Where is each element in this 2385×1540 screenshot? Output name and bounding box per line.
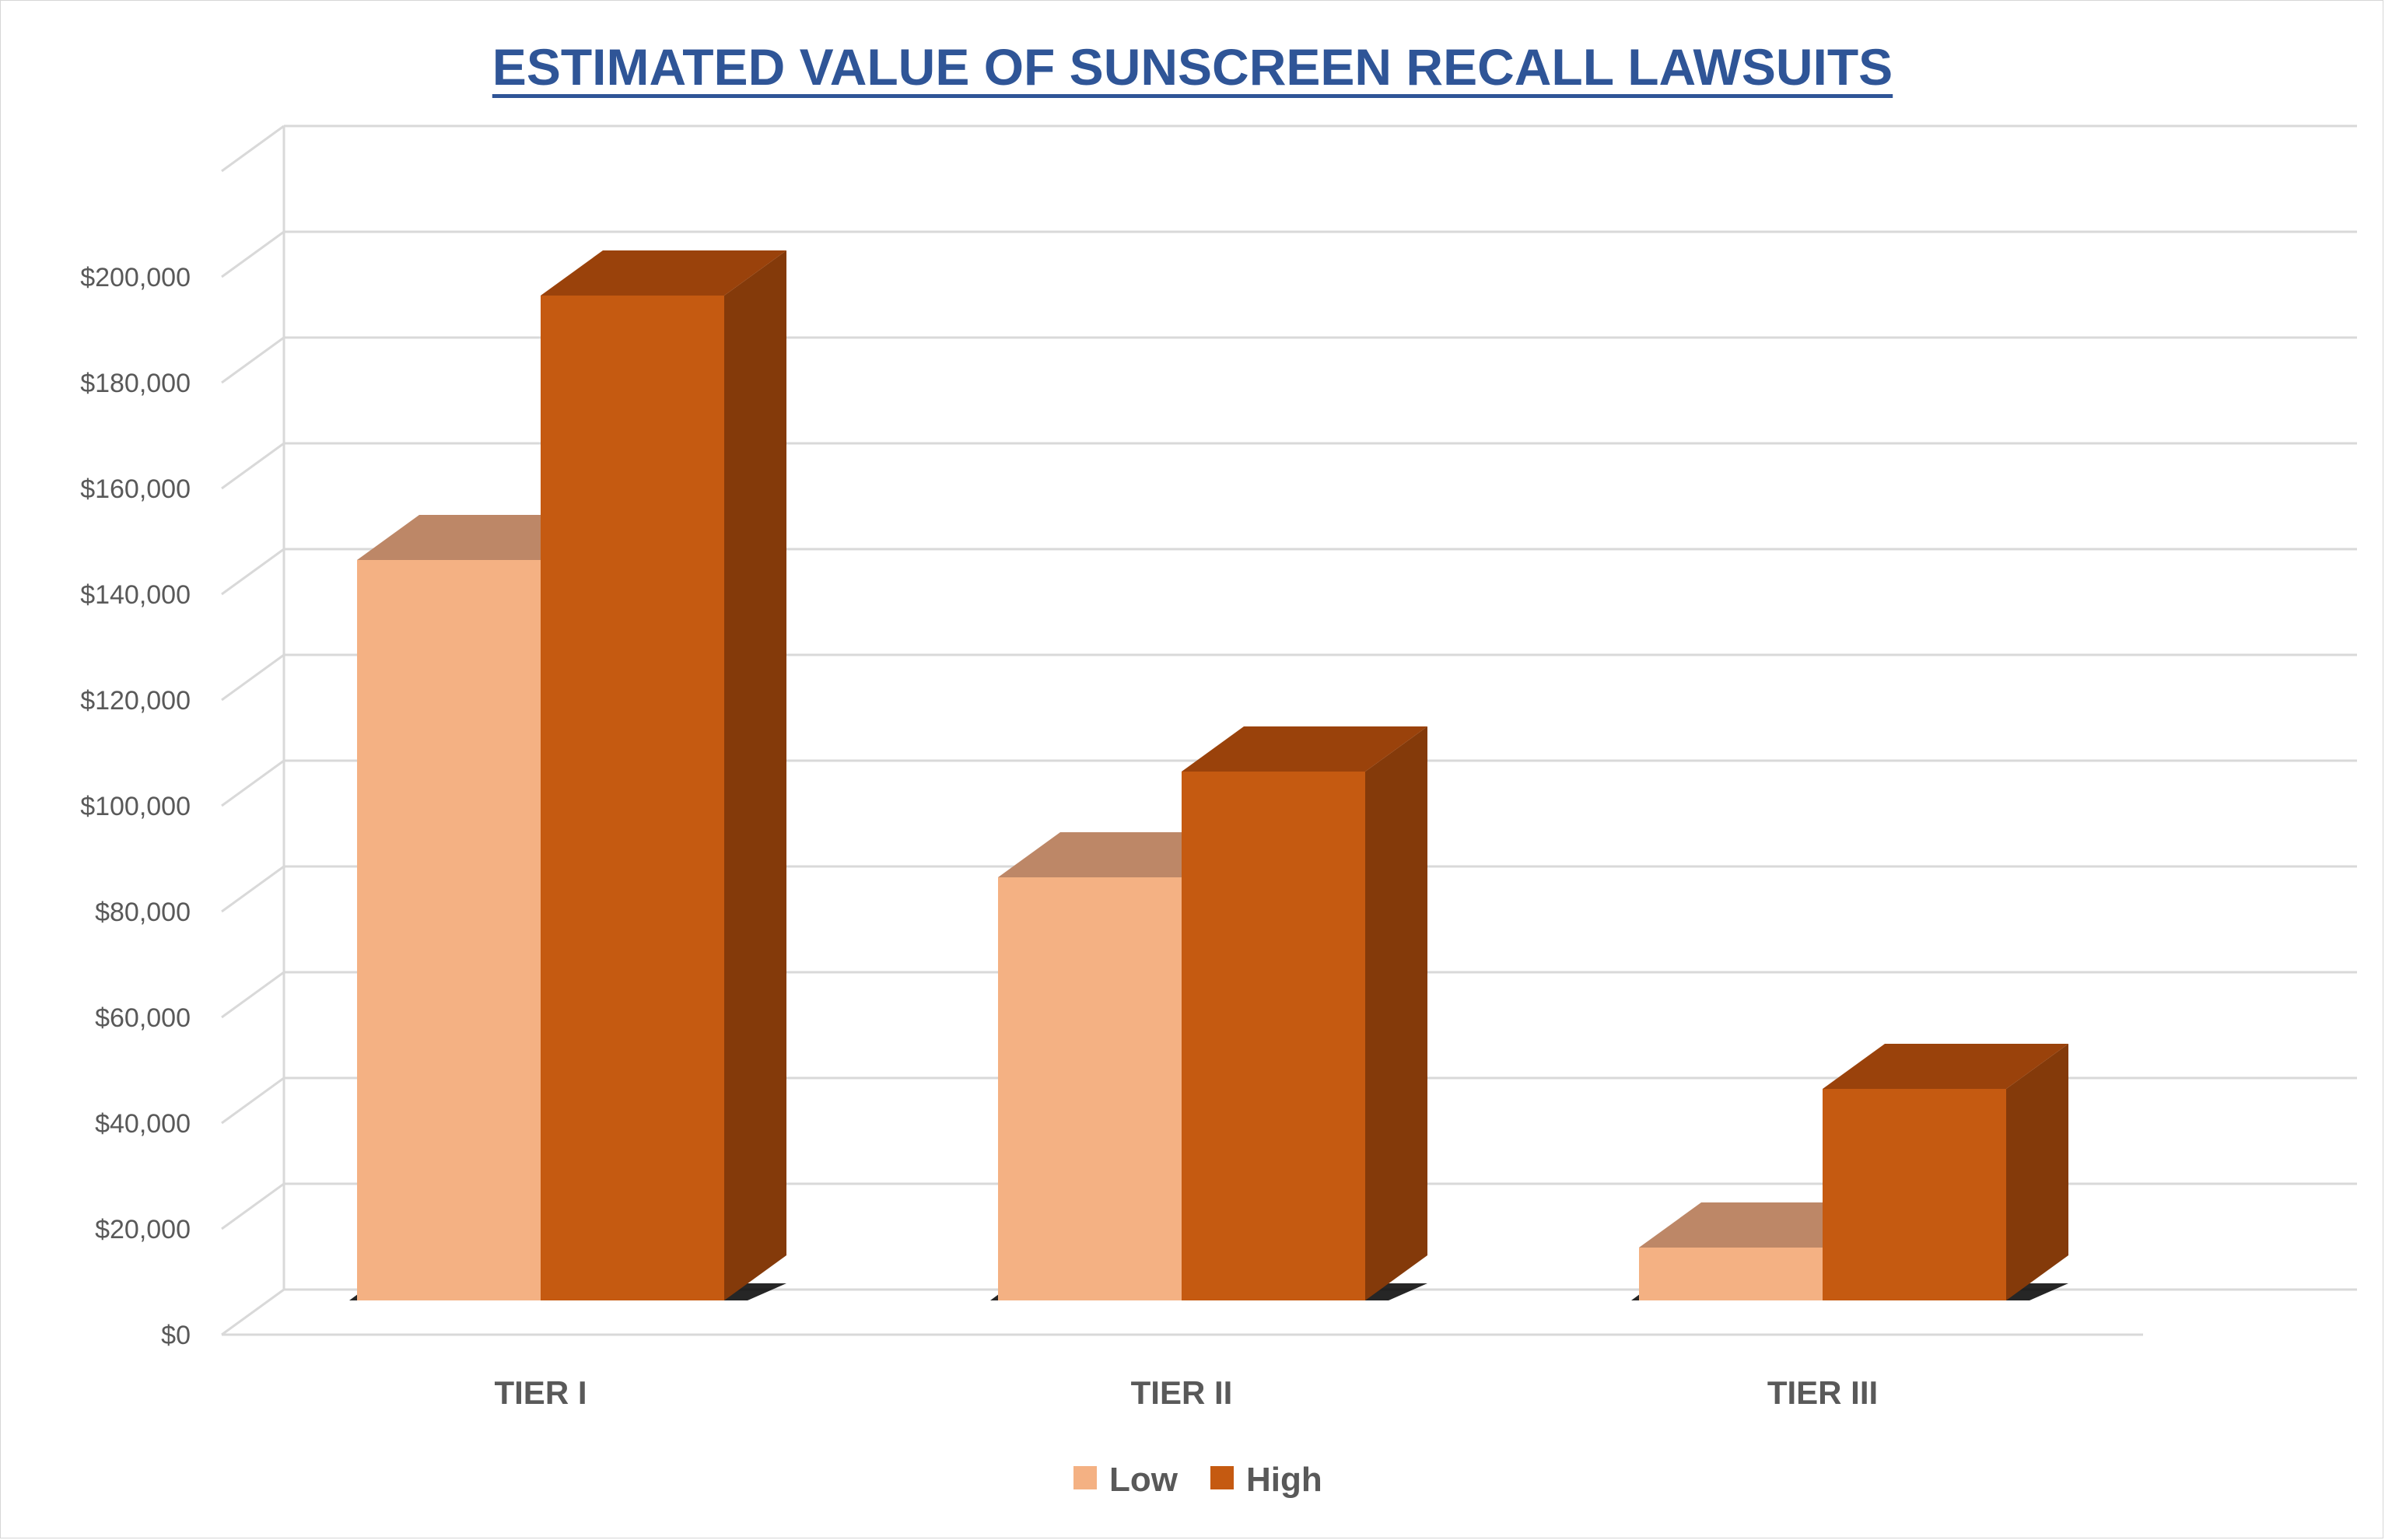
- y-tick-label: $120,000: [80, 686, 191, 716]
- y-tick-label: $40,000: [95, 1109, 191, 1139]
- legend-label-high: High: [1246, 1461, 1322, 1499]
- bar-high-2: [1823, 1089, 2006, 1300]
- x-tick-label: TIER II: [1131, 1374, 1233, 1411]
- side-gridline-8: [222, 443, 284, 488]
- side-gridline-1: [222, 1184, 284, 1229]
- side-gridline-5: [222, 761, 284, 806]
- side-gridline-top: [222, 126, 284, 171]
- y-tick-label: $80,000: [95, 898, 191, 927]
- bar-low-1: [998, 877, 1182, 1300]
- legend: Low High: [1073, 1461, 1322, 1499]
- x-tick-label: TIER I: [494, 1374, 587, 1411]
- bar-side: [724, 250, 786, 1300]
- side-gridline-3: [222, 972, 284, 1017]
- side-gridline-7: [222, 549, 284, 594]
- bar-low-0: [357, 560, 541, 1300]
- y-tick-label: $140,000: [80, 580, 191, 610]
- axis-labels: $0 $20,000 $40,000 $60,000 $80,000 $100,000 $1…: [80, 263, 1878, 1411]
- side-gridline-9: [222, 338, 284, 383]
- bar-high-0: [541, 296, 724, 1300]
- bar-high-1: [1182, 772, 1365, 1300]
- y-tick-label: $100,000: [80, 792, 191, 821]
- side-gridline-6: [222, 655, 284, 700]
- y-tick-label: $180,000: [80, 369, 191, 398]
- bar-side: [1365, 726, 1427, 1300]
- chart-plot: $0 $20,000 $40,000 $60,000 $80,000 $100,000 $1…: [0, 0, 2385, 1540]
- legend-swatch-low: [1073, 1466, 1097, 1489]
- bar-side: [2006, 1044, 2068, 1300]
- side-gridline-0: [222, 1290, 284, 1335]
- side-gridline-4: [222, 866, 284, 912]
- y-tick-label: $0: [161, 1321, 191, 1350]
- side-gridline-2: [222, 1078, 284, 1123]
- bars: [349, 250, 2068, 1300]
- y-tick-label: $60,000: [95, 1003, 191, 1033]
- x-tick-label: TIER III: [1767, 1374, 1878, 1411]
- side-gridline-10: [222, 232, 284, 277]
- y-tick-label: $160,000: [80, 474, 191, 504]
- y-tick-label: $20,000: [95, 1215, 191, 1244]
- y-tick-label: $200,000: [80, 263, 191, 292]
- bar-low-2: [1639, 1248, 1823, 1300]
- legend-label-low: Low: [1109, 1461, 1178, 1499]
- legend-swatch-high: [1210, 1466, 1234, 1489]
